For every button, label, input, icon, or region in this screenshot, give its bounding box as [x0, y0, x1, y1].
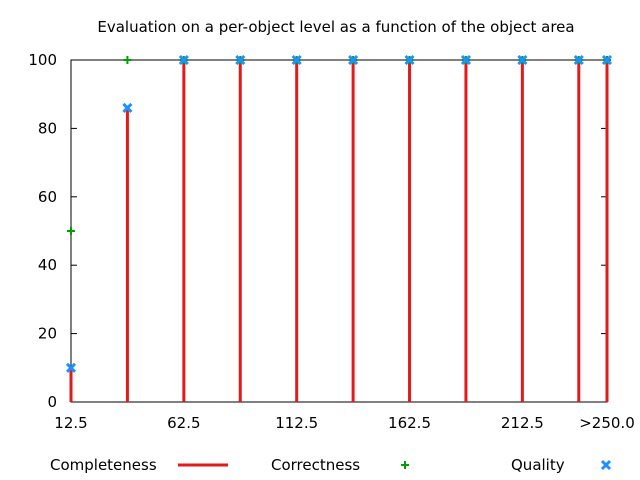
x-tick-label: 62.5	[167, 414, 200, 432]
x-tick-label: 112.5	[275, 414, 318, 432]
quality-point	[65, 362, 77, 373]
y-tick-label: 40	[38, 256, 57, 274]
quality-point	[404, 54, 415, 66]
x-tick-label: 12.5	[54, 414, 87, 432]
y-tick-label: 80	[38, 119, 57, 137]
correctness-point	[123, 56, 132, 64]
quality-point	[235, 54, 246, 66]
legend-swatch-correctness	[401, 461, 409, 469]
quality-point	[178, 54, 189, 66]
quality-point	[460, 54, 472, 66]
plot-frame	[70, 59, 608, 403]
plot-area: 0 20 40 60 80 100 12.5 62.5 112.5 162.5 212.5 >250.…	[28, 51, 634, 432]
y-tick-label: 0	[47, 393, 57, 411]
x-tick-label: 162.5	[388, 414, 431, 432]
y-tick-label: 100	[28, 51, 57, 69]
x-tick-label: >250.0	[579, 414, 635, 432]
legend-label-quality: Quality	[511, 456, 565, 474]
legend-label-completeness: Completeness	[50, 456, 157, 474]
legend: Completeness Correctness Quality	[50, 456, 612, 474]
correctness-point	[67, 227, 75, 235]
quality-point	[122, 102, 133, 113]
quality-point	[291, 54, 302, 66]
chart-title: Evaluation on a per-object level as a fu…	[97, 18, 574, 36]
y-tick-label: 60	[38, 188, 57, 206]
y-tick-label: 20	[38, 325, 57, 343]
quality-point	[573, 54, 584, 66]
quality-point	[348, 54, 359, 66]
quality-point	[601, 54, 613, 66]
legend-swatch-quality	[600, 459, 612, 471]
legend-label-correctness: Correctness	[271, 456, 360, 474]
x-tick-label: 212.5	[501, 414, 544, 432]
quality-point	[517, 54, 528, 66]
